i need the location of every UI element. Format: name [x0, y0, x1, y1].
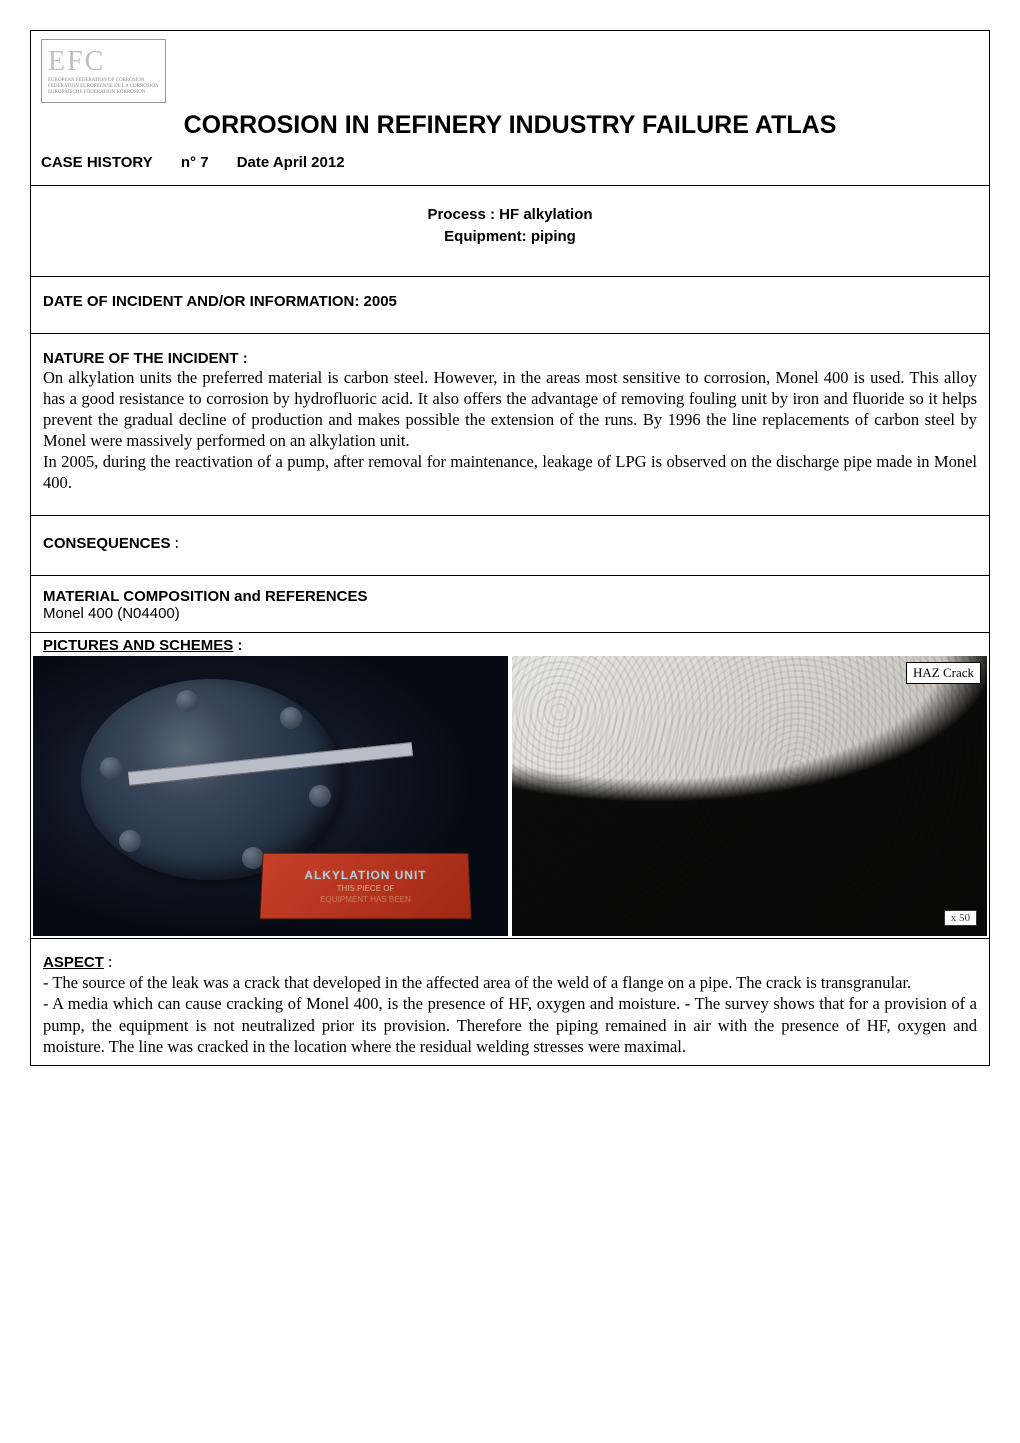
bolt-icon: [100, 757, 122, 779]
plaque-text: ALKYLATION UNIT: [304, 868, 427, 882]
document-title: CORROSION IN REFINERY INDUSTRY FAILURE A…: [41, 111, 979, 140]
page-border: EFC EUROPEAN FEDERATION OF CORROSION FED…: [30, 30, 990, 1066]
plaque: ALKYLATION UNIT THIS PIECE OF EQUIPMENT …: [259, 853, 471, 920]
colon: :: [175, 533, 180, 552]
process-section: Process : HF alkylation Equipment: pipin…: [31, 186, 989, 277]
logo-subtext: EUROPÄISCHE FÖDERATION KORROSION: [48, 90, 159, 96]
plaque-text: EQUIPMENT HAS BEEN: [320, 895, 411, 904]
case-history-line: CASE HISTORY n° 7 Date April 2012: [41, 154, 979, 171]
pictures-label-text: PICTURES AND SCHEMES: [43, 637, 233, 654]
material-label: MATERIAL COMPOSITION and REFERENCES: [43, 588, 977, 605]
case-date: Date April 2012: [237, 154, 345, 171]
flange-shape: [81, 679, 342, 881]
magnification-label: x 50: [944, 910, 977, 926]
bolt-icon: [176, 690, 198, 712]
date-incident-label: DATE OF INCIDENT AND/OR INFORMATION: 200…: [43, 293, 397, 310]
aspect-header: ASPECT :: [43, 951, 977, 972]
plaque-text: THIS PIECE OF: [336, 884, 394, 893]
bolt-icon: [280, 707, 302, 729]
nature-label: NATURE OF THE INCIDENT :: [43, 350, 977, 367]
micrograph-photo: HAZ Crack x 50: [512, 656, 987, 936]
micrograph-texture: [512, 656, 987, 936]
efc-logo: EFC EUROPEAN FEDERATION OF CORROSION FED…: [41, 39, 166, 103]
aspect-section: ASPECT : - The source of the leak was a …: [31, 939, 989, 1065]
consequences-label: CONSEQUENCES: [43, 535, 171, 552]
nature-para1: On alkylation units the preferred materi…: [43, 367, 977, 451]
equipment-line: Equipment: piping: [41, 226, 979, 248]
pictures-label: PICTURES AND SCHEMES :: [31, 633, 989, 656]
bolt-icon: [119, 830, 141, 852]
aspect-bullet: - The source of the leak was a crack tha…: [43, 972, 977, 993]
bolt-icon: [242, 847, 264, 869]
consequences-section: CONSEQUENCES :: [31, 516, 989, 576]
case-number: n° 7: [181, 154, 209, 171]
haz-crack-label: HAZ Crack: [906, 662, 981, 684]
header-section: EFC EUROPEAN FEDERATION OF CORROSION FED…: [31, 31, 989, 186]
bolt-icon: [309, 785, 331, 807]
pictures-row: ALKYLATION UNIT THIS PIECE OF EQUIPMENT …: [31, 656, 989, 938]
nature-section: NATURE OF THE INCIDENT : On alkylation u…: [31, 334, 989, 517]
date-incident-section: DATE OF INCIDENT AND/OR INFORMATION: 200…: [31, 277, 989, 334]
nature-para2: In 2005, during the reactivation of a pu…: [43, 451, 977, 493]
case-label: CASE HISTORY: [41, 154, 153, 171]
process-line: Process : HF alkylation: [41, 204, 979, 226]
aspect-label: ASPECT: [43, 954, 104, 971]
material-section: MATERIAL COMPOSITION and REFERENCES Mone…: [31, 576, 989, 633]
aspect-bullet: - A media which can cause cracking of Mo…: [43, 993, 977, 1056]
logo-text: EFC: [48, 46, 159, 78]
material-text: Monel 400 (N04400): [43, 605, 977, 622]
flange-photo: ALKYLATION UNIT THIS PIECE OF EQUIPMENT …: [33, 656, 508, 936]
pictures-section: PICTURES AND SCHEMES : ALKYLATION UNIT T…: [31, 633, 989, 939]
